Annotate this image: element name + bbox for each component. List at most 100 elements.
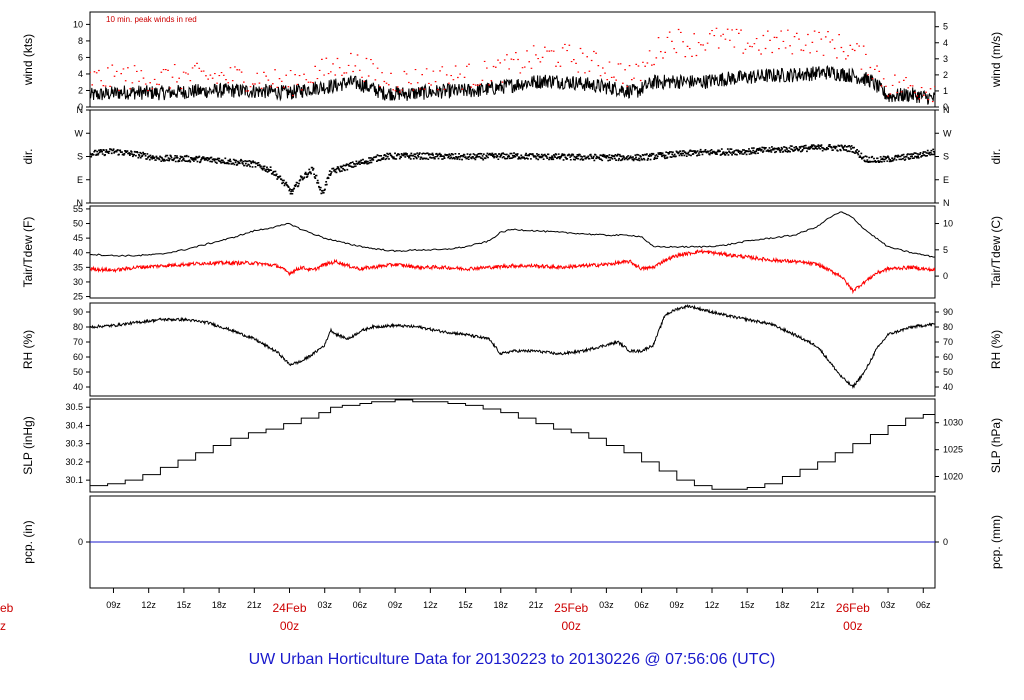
- left-tick-label: S: [77, 152, 83, 162]
- x-tick-label: 03z: [317, 600, 332, 610]
- left-tick-label: 6: [78, 52, 83, 62]
- left-tick-label: E: [77, 175, 83, 185]
- x-tick-label: 12z: [141, 600, 156, 610]
- series-SLP-line: [90, 399, 935, 490]
- chart-footer-title: UW Urban Horticulture Data for 20130223 …: [248, 651, 776, 668]
- right-tick-label: 2: [943, 70, 948, 80]
- series-Tdew-line: [90, 248, 935, 295]
- x-tick-label: 21z: [247, 600, 262, 610]
- panel-frame: [89, 11, 936, 108]
- left-tick-label: 25: [73, 292, 83, 302]
- panel-frame: [89, 109, 936, 204]
- left-axis-title: Tair/Tdew (F): [21, 217, 35, 288]
- left-tick-label: 2: [78, 85, 83, 95]
- series-RH-line: [90, 304, 935, 390]
- right-tick-label: 70: [943, 337, 953, 347]
- x-tick-label: 15z: [740, 600, 755, 610]
- right-tick-label: 0: [943, 537, 948, 547]
- right-axis-title: pcp. (mm): [989, 515, 1003, 569]
- right-tick-label: 0: [943, 102, 948, 112]
- right-tick-label: 60: [943, 352, 953, 362]
- right-tick-label: 5: [943, 245, 948, 255]
- series-10-min.-peak-points: [90, 27, 935, 103]
- series-group: [90, 144, 935, 195]
- series-group: [90, 27, 935, 105]
- x-tick-label: 12z: [705, 600, 720, 610]
- left-tick-label: 50: [73, 367, 83, 377]
- x-edge-day-sublabel: z: [0, 619, 6, 633]
- left-tick-label: 90: [73, 307, 83, 317]
- left-axis-title: wind (kts): [21, 34, 35, 86]
- right-tick-label: 4: [943, 38, 948, 48]
- x-tick-label: 21z: [529, 600, 544, 610]
- right-tick-label: 3: [943, 54, 948, 64]
- left-axis-title: pcp. (in): [21, 520, 35, 563]
- x-tick-label: 09z: [106, 600, 121, 610]
- x-day-label: 26Feb: [836, 601, 870, 615]
- right-tick-label: 10: [943, 219, 953, 229]
- right-tick-label: E: [943, 175, 949, 185]
- left-tick-label: 30.2: [65, 457, 83, 467]
- x-tick-label: 18z: [212, 600, 227, 610]
- right-tick-label: 5: [943, 22, 948, 32]
- x-tick-label: 21z: [810, 600, 825, 610]
- x-day-sublabel: 00z: [562, 619, 581, 633]
- left-tick-label: 4: [78, 69, 83, 79]
- x-tick-label: 06z: [634, 600, 649, 610]
- x-day-label: 24Feb: [272, 601, 306, 615]
- panel-slp: 30.1 30.2 30.3 30.4 30.5 1020 1025 1030 SLP (inH…: [21, 398, 1003, 493]
- left-tick-label: 30.1: [65, 475, 83, 485]
- left-tick-label: 0: [78, 537, 83, 547]
- left-tick-label: 8: [78, 36, 83, 46]
- left-tick-label: 50: [73, 219, 83, 229]
- left-tick-label: 40: [73, 382, 83, 392]
- right-axis-title: RH (%): [989, 330, 1003, 369]
- right-tick-label: N: [943, 105, 950, 115]
- right-tick-label: 1: [943, 86, 948, 96]
- left-tick-label: 35: [73, 262, 83, 272]
- right-tick-label: W: [943, 128, 952, 138]
- x-tick-label: 09z: [388, 600, 403, 610]
- left-tick-label: 30: [73, 277, 83, 287]
- x-tick-label: 18z: [494, 600, 509, 610]
- left-tick-label: N: [77, 198, 84, 208]
- x-tick-label: 15z: [177, 600, 192, 610]
- right-tick-label: 1030: [943, 418, 963, 428]
- series-group: [90, 399, 935, 490]
- left-tick-label: 30.4: [65, 420, 83, 430]
- series-direction-points: [90, 144, 935, 195]
- left-tick-label: 10: [73, 19, 83, 29]
- left-tick-label: 0: [78, 102, 83, 112]
- left-tick-label: 55: [73, 204, 83, 214]
- right-tick-label: N: [943, 198, 950, 208]
- x-day-sublabel: 00z: [280, 619, 299, 633]
- panel-note: 10 min. peak winds in red: [106, 15, 197, 24]
- right-axis-title: dir.: [989, 148, 1003, 164]
- right-tick-label: 90: [943, 307, 953, 317]
- series-group: [90, 304, 935, 390]
- x-axis: 09z 12z 15z 18z 21z 24Feb 00z 03z 06z 09z 12z 15z 18…: [0, 588, 931, 633]
- left-tick-label: 60: [73, 352, 83, 362]
- series-wind-speed-line: [90, 64, 935, 105]
- x-edge-day-label: eb: [0, 601, 14, 615]
- x-tick-label: 03z: [881, 600, 896, 610]
- left-tick-label: 30.5: [65, 402, 83, 412]
- right-tick-label: S: [943, 152, 949, 162]
- series-group: [90, 211, 935, 295]
- panel-temp: 25 30 35 40 45 50 55 0 5 10 Tair/Tdew (F) Tair/Tdew…: [21, 204, 1003, 302]
- x-tick-label: 15z: [458, 600, 473, 610]
- right-tick-label: 40: [943, 382, 953, 392]
- panel-frame: [89, 398, 936, 493]
- left-tick-label: W: [75, 128, 84, 138]
- panel-wind: 0 2 4 6 8 10 0 1 2 3 4 5 wind (kts) wind (m/s) 10 min.…: [21, 11, 1003, 112]
- left-tick-label: 45: [73, 233, 83, 243]
- x-tick-label: 09z: [670, 600, 685, 610]
- left-tick-label: N: [77, 105, 84, 115]
- x-tick-label: 18z: [775, 600, 790, 610]
- panel-rh: 40 50 60 70 80 90 40 50 60 70 80 90 RH (%) RH (%): [21, 302, 1003, 397]
- right-axis-title: SLP (hPa): [989, 418, 1003, 473]
- right-tick-label: 0: [943, 271, 948, 281]
- left-tick-label: 70: [73, 337, 83, 347]
